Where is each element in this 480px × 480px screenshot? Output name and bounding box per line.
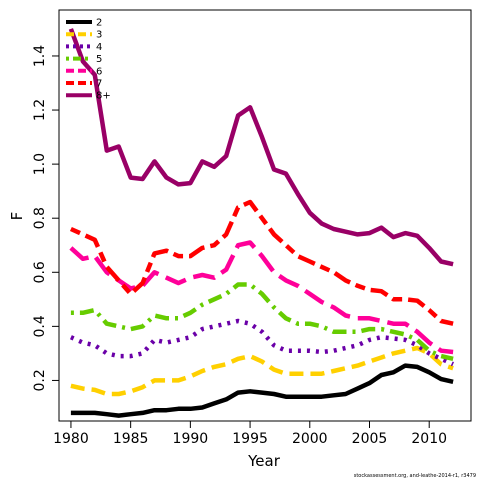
x-tick-label-2005: 2005 bbox=[352, 431, 388, 447]
source-caption: stockassessment.org, and-leathe-2014-r1,… bbox=[354, 473, 476, 479]
series-line-age-2 bbox=[70, 363, 454, 418]
series-line-age-3 bbox=[70, 345, 454, 397]
legend-label-3: 3 bbox=[96, 30, 102, 41]
y-tick-label-0.8: 0.8 bbox=[32, 207, 48, 229]
y-axis: 0.2 0.4 0.6 0.8 1.0 1.2 1.4 bbox=[32, 45, 59, 392]
series-line-age-7 bbox=[69, 199, 454, 326]
series-lines bbox=[68, 28, 455, 418]
y-tick-label-0.2: 0.2 bbox=[32, 369, 48, 391]
x-tick-label-1985: 1985 bbox=[113, 431, 149, 447]
x-tick-label-2000: 2000 bbox=[292, 431, 328, 447]
series-line-age-8plus bbox=[68, 28, 454, 267]
legend-label-7: 7 bbox=[96, 79, 102, 90]
x-tick-label-1990: 1990 bbox=[173, 431, 209, 447]
plot-box bbox=[58, 9, 472, 422]
legend-label-5: 5 bbox=[96, 54, 102, 65]
y-tick-label-1.0: 1.0 bbox=[32, 153, 48, 175]
x-axis: 1980 1985 1990 1995 2000 2005 2010 bbox=[53, 421, 447, 447]
y-axis-title: F bbox=[8, 212, 26, 221]
legend-label-2: 2 bbox=[96, 18, 102, 29]
legend-label-8plus: 8+ bbox=[96, 91, 111, 102]
legend-label-4: 4 bbox=[96, 42, 102, 53]
x-tick-label-2010: 2010 bbox=[411, 431, 447, 447]
y-tick-label-1.4: 1.4 bbox=[32, 45, 48, 67]
y-tick-label-1.2: 1.2 bbox=[32, 99, 48, 121]
series-line-age-4 bbox=[69, 318, 455, 367]
y-tick-label-0.6: 0.6 bbox=[32, 261, 48, 283]
x-axis-title: Year bbox=[247, 452, 281, 470]
legend-label-6: 6 bbox=[96, 66, 102, 77]
y-tick-label-0.4: 0.4 bbox=[32, 315, 48, 337]
x-tick-label-1980: 1980 bbox=[53, 431, 89, 447]
x-tick-label-1995: 1995 bbox=[232, 431, 268, 447]
series-line-age-5 bbox=[70, 282, 454, 361]
